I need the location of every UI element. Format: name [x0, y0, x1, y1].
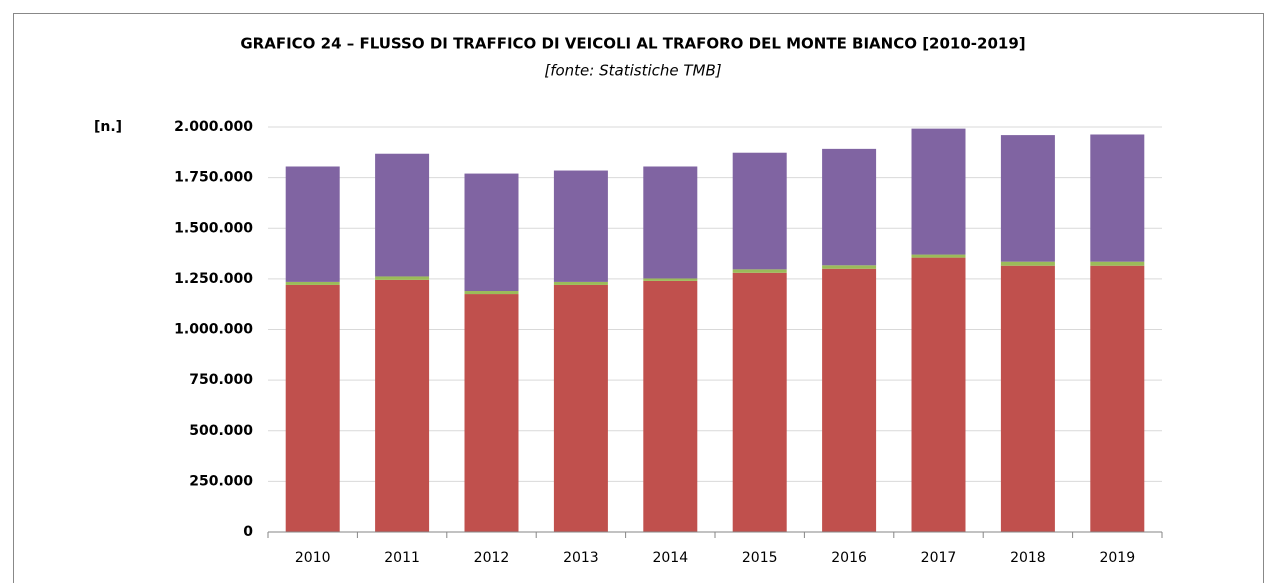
bar-segment	[553, 170, 608, 282]
y-tick-label: 500.000	[189, 423, 253, 439]
y-tick-label: 1.750.000	[174, 170, 253, 186]
x-tick-label: 2013	[563, 550, 599, 566]
x-tick-label: 2016	[831, 550, 867, 566]
bar-segment	[732, 272, 787, 532]
x-tick-label: 2015	[742, 550, 778, 566]
bar-segment	[464, 291, 519, 295]
bar-segment	[911, 257, 966, 532]
bar-segment	[375, 276, 430, 280]
bar-segment	[553, 281, 608, 285]
bar-segment	[643, 280, 698, 532]
frame	[13, 13, 1264, 583]
x-tick-label: 2018	[1010, 550, 1046, 566]
bar-segment	[285, 281, 340, 285]
y-tick-label: 250.000	[189, 473, 253, 489]
bar-segment	[1000, 261, 1055, 266]
y-tick-label: 2.000.000	[174, 119, 253, 135]
bar-segment	[732, 269, 787, 273]
bar-segment	[643, 278, 698, 281]
x-tick-label: 2010	[295, 550, 331, 566]
bar-segment	[1090, 261, 1145, 266]
chart-subtitle: [fonte: Statistiche TMB]	[544, 62, 721, 80]
y-tick-label: 750.000	[189, 372, 253, 388]
bar-segment	[822, 268, 877, 532]
bar-segment	[911, 128, 966, 255]
bar-segment	[822, 265, 877, 269]
bar-segment	[643, 166, 698, 279]
bar-segment	[1090, 134, 1145, 262]
x-tick-label: 2012	[474, 550, 510, 566]
bar-segment	[464, 173, 519, 292]
bar-segment	[911, 254, 966, 258]
y-tick-label: 1.500.000	[174, 220, 253, 236]
bar-segment	[553, 284, 608, 532]
y-axis-label: [n.]	[94, 119, 122, 135]
y-tick-label: 1.000.000	[174, 322, 253, 338]
bar-segment	[732, 152, 787, 270]
x-tick-label: 2011	[384, 550, 420, 566]
y-tick-label: 1.250.000	[174, 271, 253, 287]
bar-segment	[375, 279, 430, 532]
bar-segment	[464, 294, 519, 532]
x-tick-label: 2017	[921, 550, 957, 566]
bar-segment	[375, 153, 430, 277]
bar-segment	[822, 148, 877, 266]
x-tick-label: 2019	[1099, 550, 1135, 566]
bar-segment	[1090, 265, 1145, 532]
y-tick-label: 0	[243, 524, 253, 540]
bar-segment	[285, 284, 340, 532]
bar-segment	[1000, 135, 1055, 262]
bar-segment	[285, 166, 340, 282]
chart-title: GRAFICO 24 – FLUSSO DI TRAFFICO DI VEICO…	[240, 35, 1025, 53]
bar-segment	[1000, 265, 1055, 532]
x-tick-label: 2014	[652, 550, 688, 566]
